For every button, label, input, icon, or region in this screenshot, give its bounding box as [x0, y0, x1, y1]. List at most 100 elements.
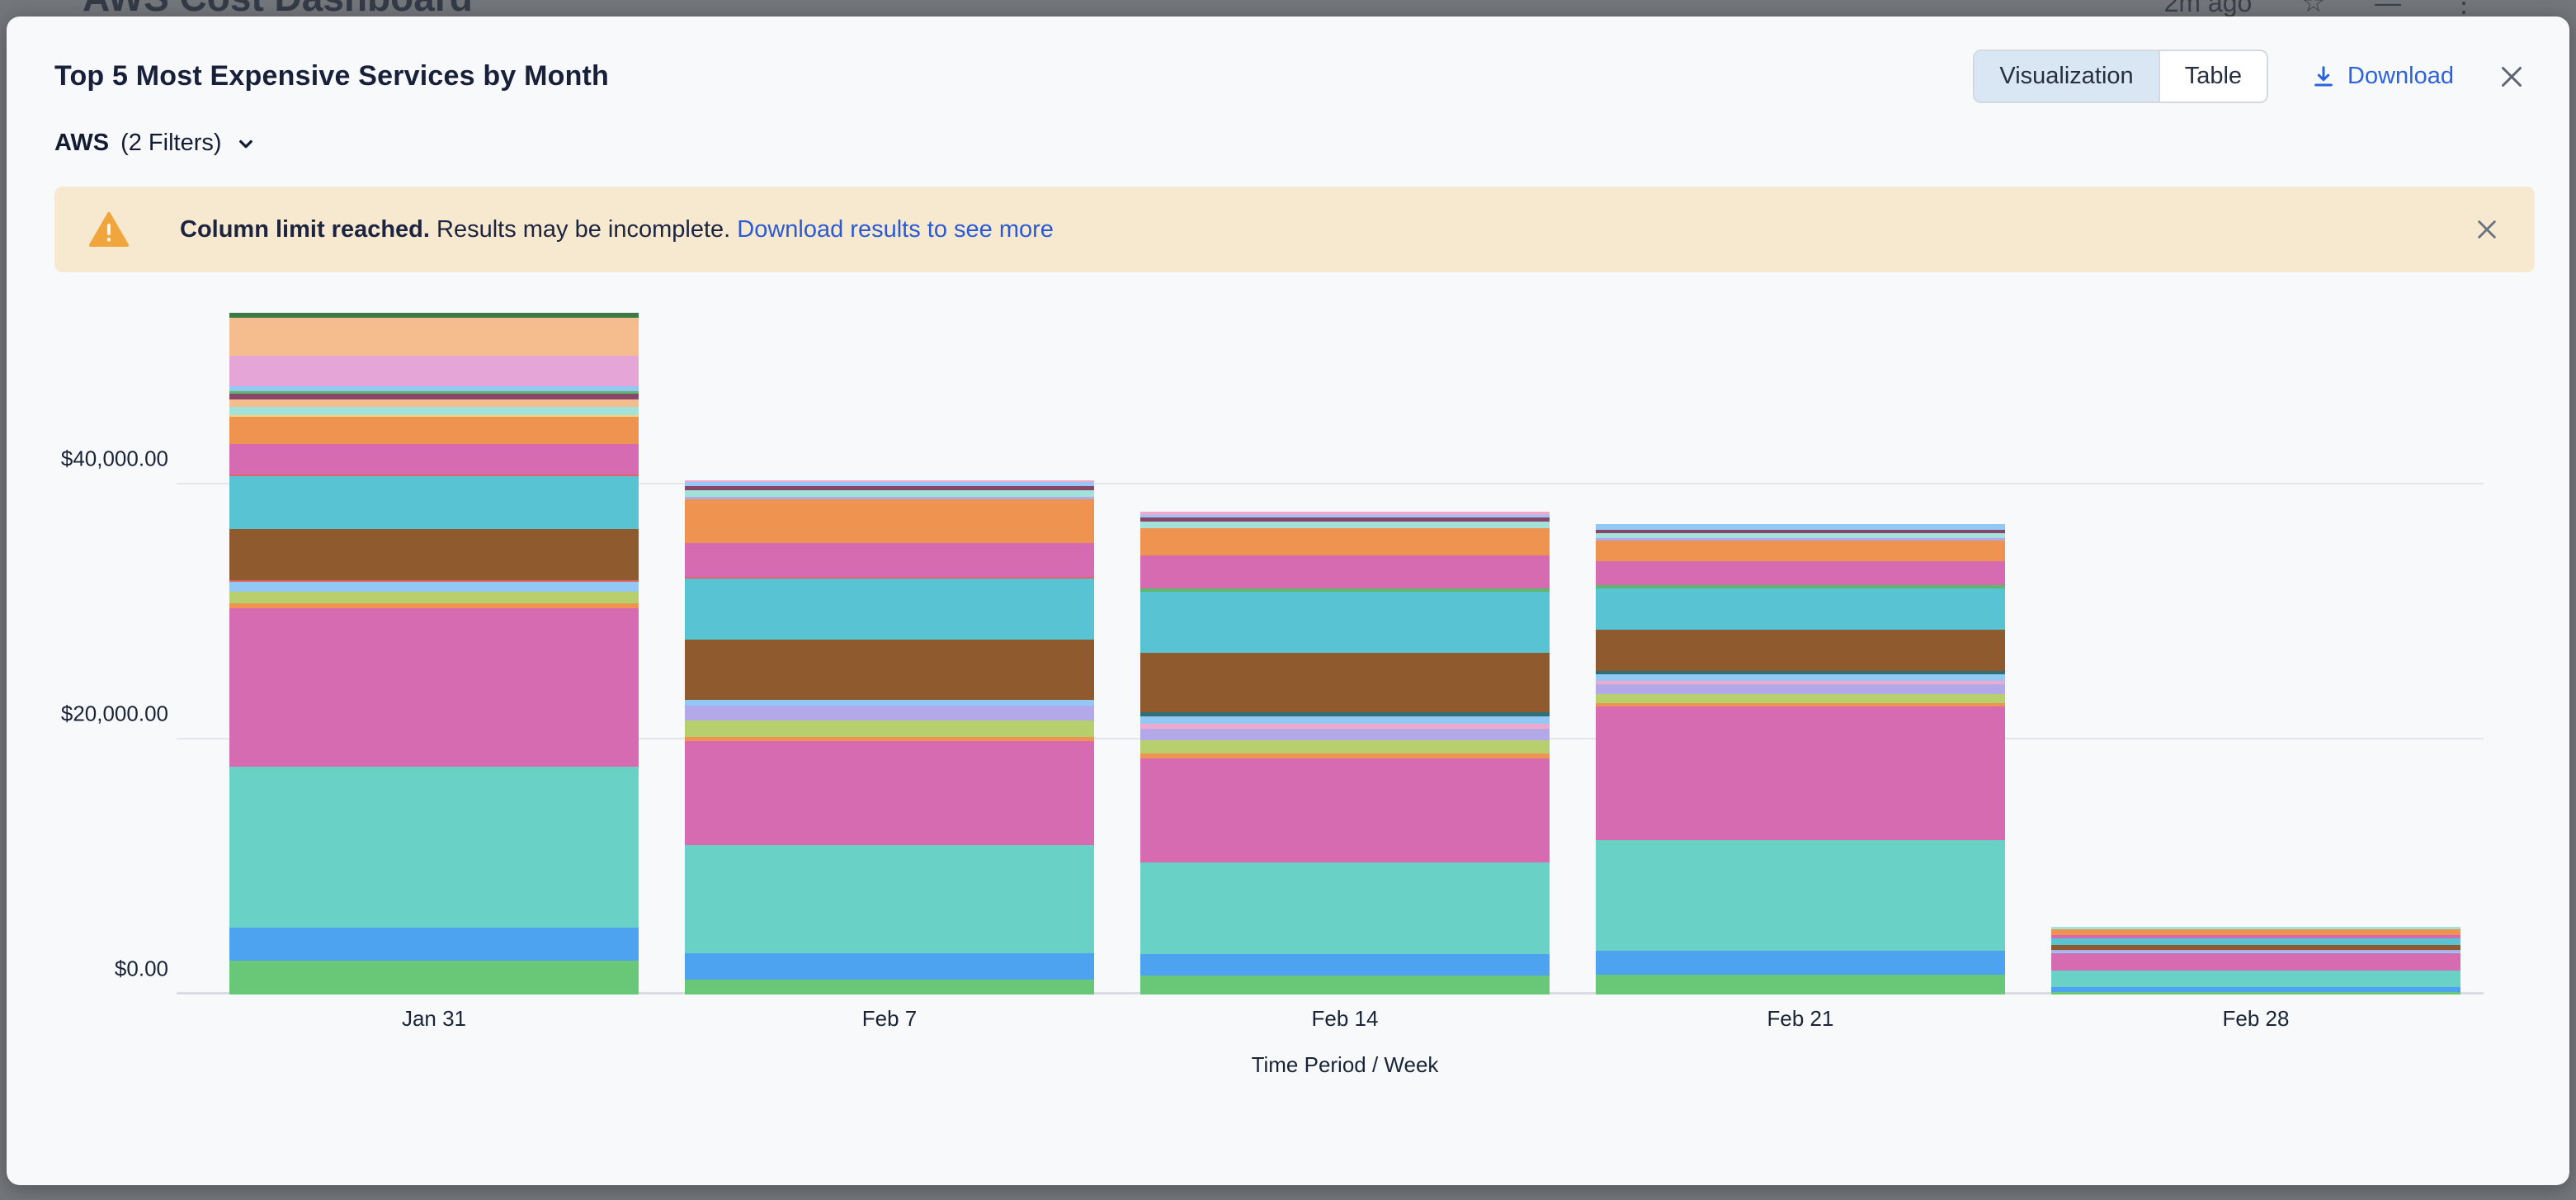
- bar-segment-magenta[interactable]: [684, 543, 1095, 578]
- bar-segment-cyan[interactable]: [2050, 938, 2461, 946]
- bar-segment-red[interactable]: [229, 579, 639, 582]
- bar-segment-light_blue[interactable]: [684, 481, 1095, 487]
- bar-segment-sandy[interactable]: [229, 399, 639, 407]
- bar-segment-light_blue[interactable]: [1595, 673, 2006, 681]
- bar-segment-magenta[interactable]: [229, 443, 639, 475]
- bar-segment-pink[interactable]: [1139, 511, 1550, 515]
- bar-segment-yellow_green[interactable]: [229, 591, 639, 603]
- bar-jan-31[interactable]: [229, 312, 639, 994]
- bar-segment-blue[interactable]: [1595, 950, 2006, 975]
- bar-segment-lavender[interactable]: [1595, 537, 2006, 541]
- bar-segment-cyan[interactable]: [684, 579, 1095, 640]
- bar-segment-orange[interactable]: [229, 416, 639, 444]
- bar-segment-magenta[interactable]: [1139, 555, 1550, 588]
- bar-segment-yellow_green[interactable]: [1595, 693, 2006, 703]
- bar-segment-lavender[interactable]: [2050, 950, 2461, 952]
- bar-segment-green[interactable]: [2050, 991, 2461, 994]
- bar-segment-green_hairline[interactable]: [1595, 584, 2006, 588]
- bar-segment-magenta[interactable]: [684, 740, 1095, 845]
- bar-segment-light_blue[interactable]: [1139, 514, 1550, 517]
- bar-segment-light_blue[interactable]: [1139, 716, 1550, 724]
- bar-segment-brown[interactable]: [1139, 652, 1550, 712]
- bar-segment-green[interactable]: [229, 960, 639, 994]
- bar-segment-pink[interactable]: [1595, 680, 2006, 684]
- bar-segment-green[interactable]: [684, 979, 1095, 994]
- bar-segment-orange[interactable]: [229, 602, 639, 608]
- bar-segment-light_blue[interactable]: [1595, 523, 2006, 530]
- download-button[interactable]: Download: [2311, 63, 2454, 90]
- bar-segment-mint[interactable]: [1139, 521, 1550, 528]
- bar-segment-lavender[interactable]: [1595, 683, 2006, 694]
- bar-segment-mint[interactable]: [2050, 927, 2461, 930]
- bar-segment-light_blue[interactable]: [229, 385, 639, 391]
- bar-segment-blue[interactable]: [1139, 953, 1550, 976]
- bar-segment-yellow_green[interactable]: [1139, 739, 1550, 754]
- bar-segment-plum[interactable]: [229, 355, 639, 386]
- bar-segment-teal[interactable]: [1595, 839, 2006, 951]
- bar-segment-brown[interactable]: [2050, 945, 2461, 951]
- bar-feb-21[interactable]: [1595, 523, 2006, 994]
- bar-segment-green_hairline[interactable]: [1139, 588, 1550, 592]
- bar-segment-cyan[interactable]: [1139, 591, 1550, 653]
- bar-segment-magenta[interactable]: [229, 607, 639, 767]
- bar-segment-magenta[interactable]: [2050, 953, 2461, 971]
- bar-segment-teal[interactable]: [684, 844, 1095, 953]
- bar-segment-maroon[interactable]: [684, 486, 1095, 491]
- tab-table[interactable]: Table: [2158, 51, 2267, 102]
- bar-segment-blue[interactable]: [2050, 986, 2461, 992]
- bar-segment-teal[interactable]: [229, 766, 639, 928]
- bar-segment-green_hairline[interactable]: [229, 390, 639, 394]
- bar-segment-green[interactable]: [1595, 974, 2006, 994]
- bar-segment-brown[interactable]: [684, 640, 1095, 700]
- bar-segment-dark_teal[interactable]: [1595, 670, 2006, 674]
- bar-segment-orange[interactable]: [1595, 702, 2006, 706]
- bar-segment-orange[interactable]: [684, 736, 1095, 741]
- bar-segment-dark_teal[interactable]: [1139, 711, 1550, 716]
- bar-segment-magenta[interactable]: [1595, 560, 2006, 585]
- bar-segment-magenta[interactable]: [2050, 934, 2461, 938]
- banner-close-button[interactable]: [2474, 216, 2500, 243]
- bar-segment-light_blue[interactable]: [229, 581, 639, 592]
- bar-segment-cyan[interactable]: [229, 475, 639, 529]
- filter-dropdown[interactable]: AWS (2 Filters): [7, 130, 258, 157]
- bar-segment-magenta[interactable]: [1139, 758, 1550, 862]
- bar-segment-blue[interactable]: [229, 927, 639, 961]
- bar-segment-pink[interactable]: [1139, 723, 1550, 729]
- bar-segment-mint[interactable]: [1595, 532, 2006, 538]
- bar-segment-light_blue[interactable]: [2050, 952, 2461, 954]
- bar-feb-28[interactable]: [2050, 927, 2461, 994]
- bar-segment-maroon[interactable]: [1139, 517, 1550, 522]
- tab-visualization[interactable]: Visualization: [1974, 51, 2158, 102]
- bar-segment-yellow_green[interactable]: [684, 720, 1095, 737]
- bar-segment-yellow[interactable]: [229, 414, 639, 417]
- bar-segment-orange[interactable]: [1139, 753, 1550, 758]
- bar-segment-maroon[interactable]: [229, 393, 639, 399]
- bar-segment-red[interactable]: [684, 577, 1095, 579]
- bar-segment-magenta[interactable]: [1595, 706, 2006, 840]
- bar-segment-cyan[interactable]: [1595, 588, 2006, 630]
- bar-segment-mint[interactable]: [684, 490, 1095, 498]
- bar-feb-14[interactable]: [1139, 511, 1550, 994]
- bar-segment-green[interactable]: [1139, 975, 1550, 994]
- bar-segment-brown[interactable]: [1595, 629, 2006, 671]
- bar-segment-pink[interactable]: [684, 480, 1095, 482]
- bar-segment-mint[interactable]: [229, 406, 639, 415]
- bar-segment-lavender[interactable]: [684, 705, 1095, 720]
- bar-segment-lavender[interactable]: [684, 497, 1095, 500]
- bar-segment-teal[interactable]: [1139, 862, 1550, 954]
- panel-close-button[interactable]: [2497, 62, 2526, 92]
- bar-segment-orange[interactable]: [2050, 929, 2461, 935]
- bar-segment-teal[interactable]: [2050, 971, 2461, 987]
- bar-segment-brown[interactable]: [229, 528, 639, 580]
- bar-segment-sandy[interactable]: [229, 317, 639, 356]
- bar-segment-lavender[interactable]: [1139, 728, 1550, 740]
- bar-feb-7[interactable]: [684, 480, 1095, 994]
- bar-segment-orange[interactable]: [1139, 527, 1550, 555]
- bar-segment-red[interactable]: [229, 474, 639, 476]
- download-results-link[interactable]: Download results to see more: [737, 215, 1054, 243]
- bar-segment-blue[interactable]: [684, 952, 1095, 980]
- bar-segment-orange[interactable]: [684, 499, 1095, 544]
- bar-segment-orange[interactable]: [1595, 540, 2006, 561]
- bar-segment-dark_green[interactable]: [229, 312, 639, 318]
- bar-segment-light_blue[interactable]: [684, 700, 1095, 706]
